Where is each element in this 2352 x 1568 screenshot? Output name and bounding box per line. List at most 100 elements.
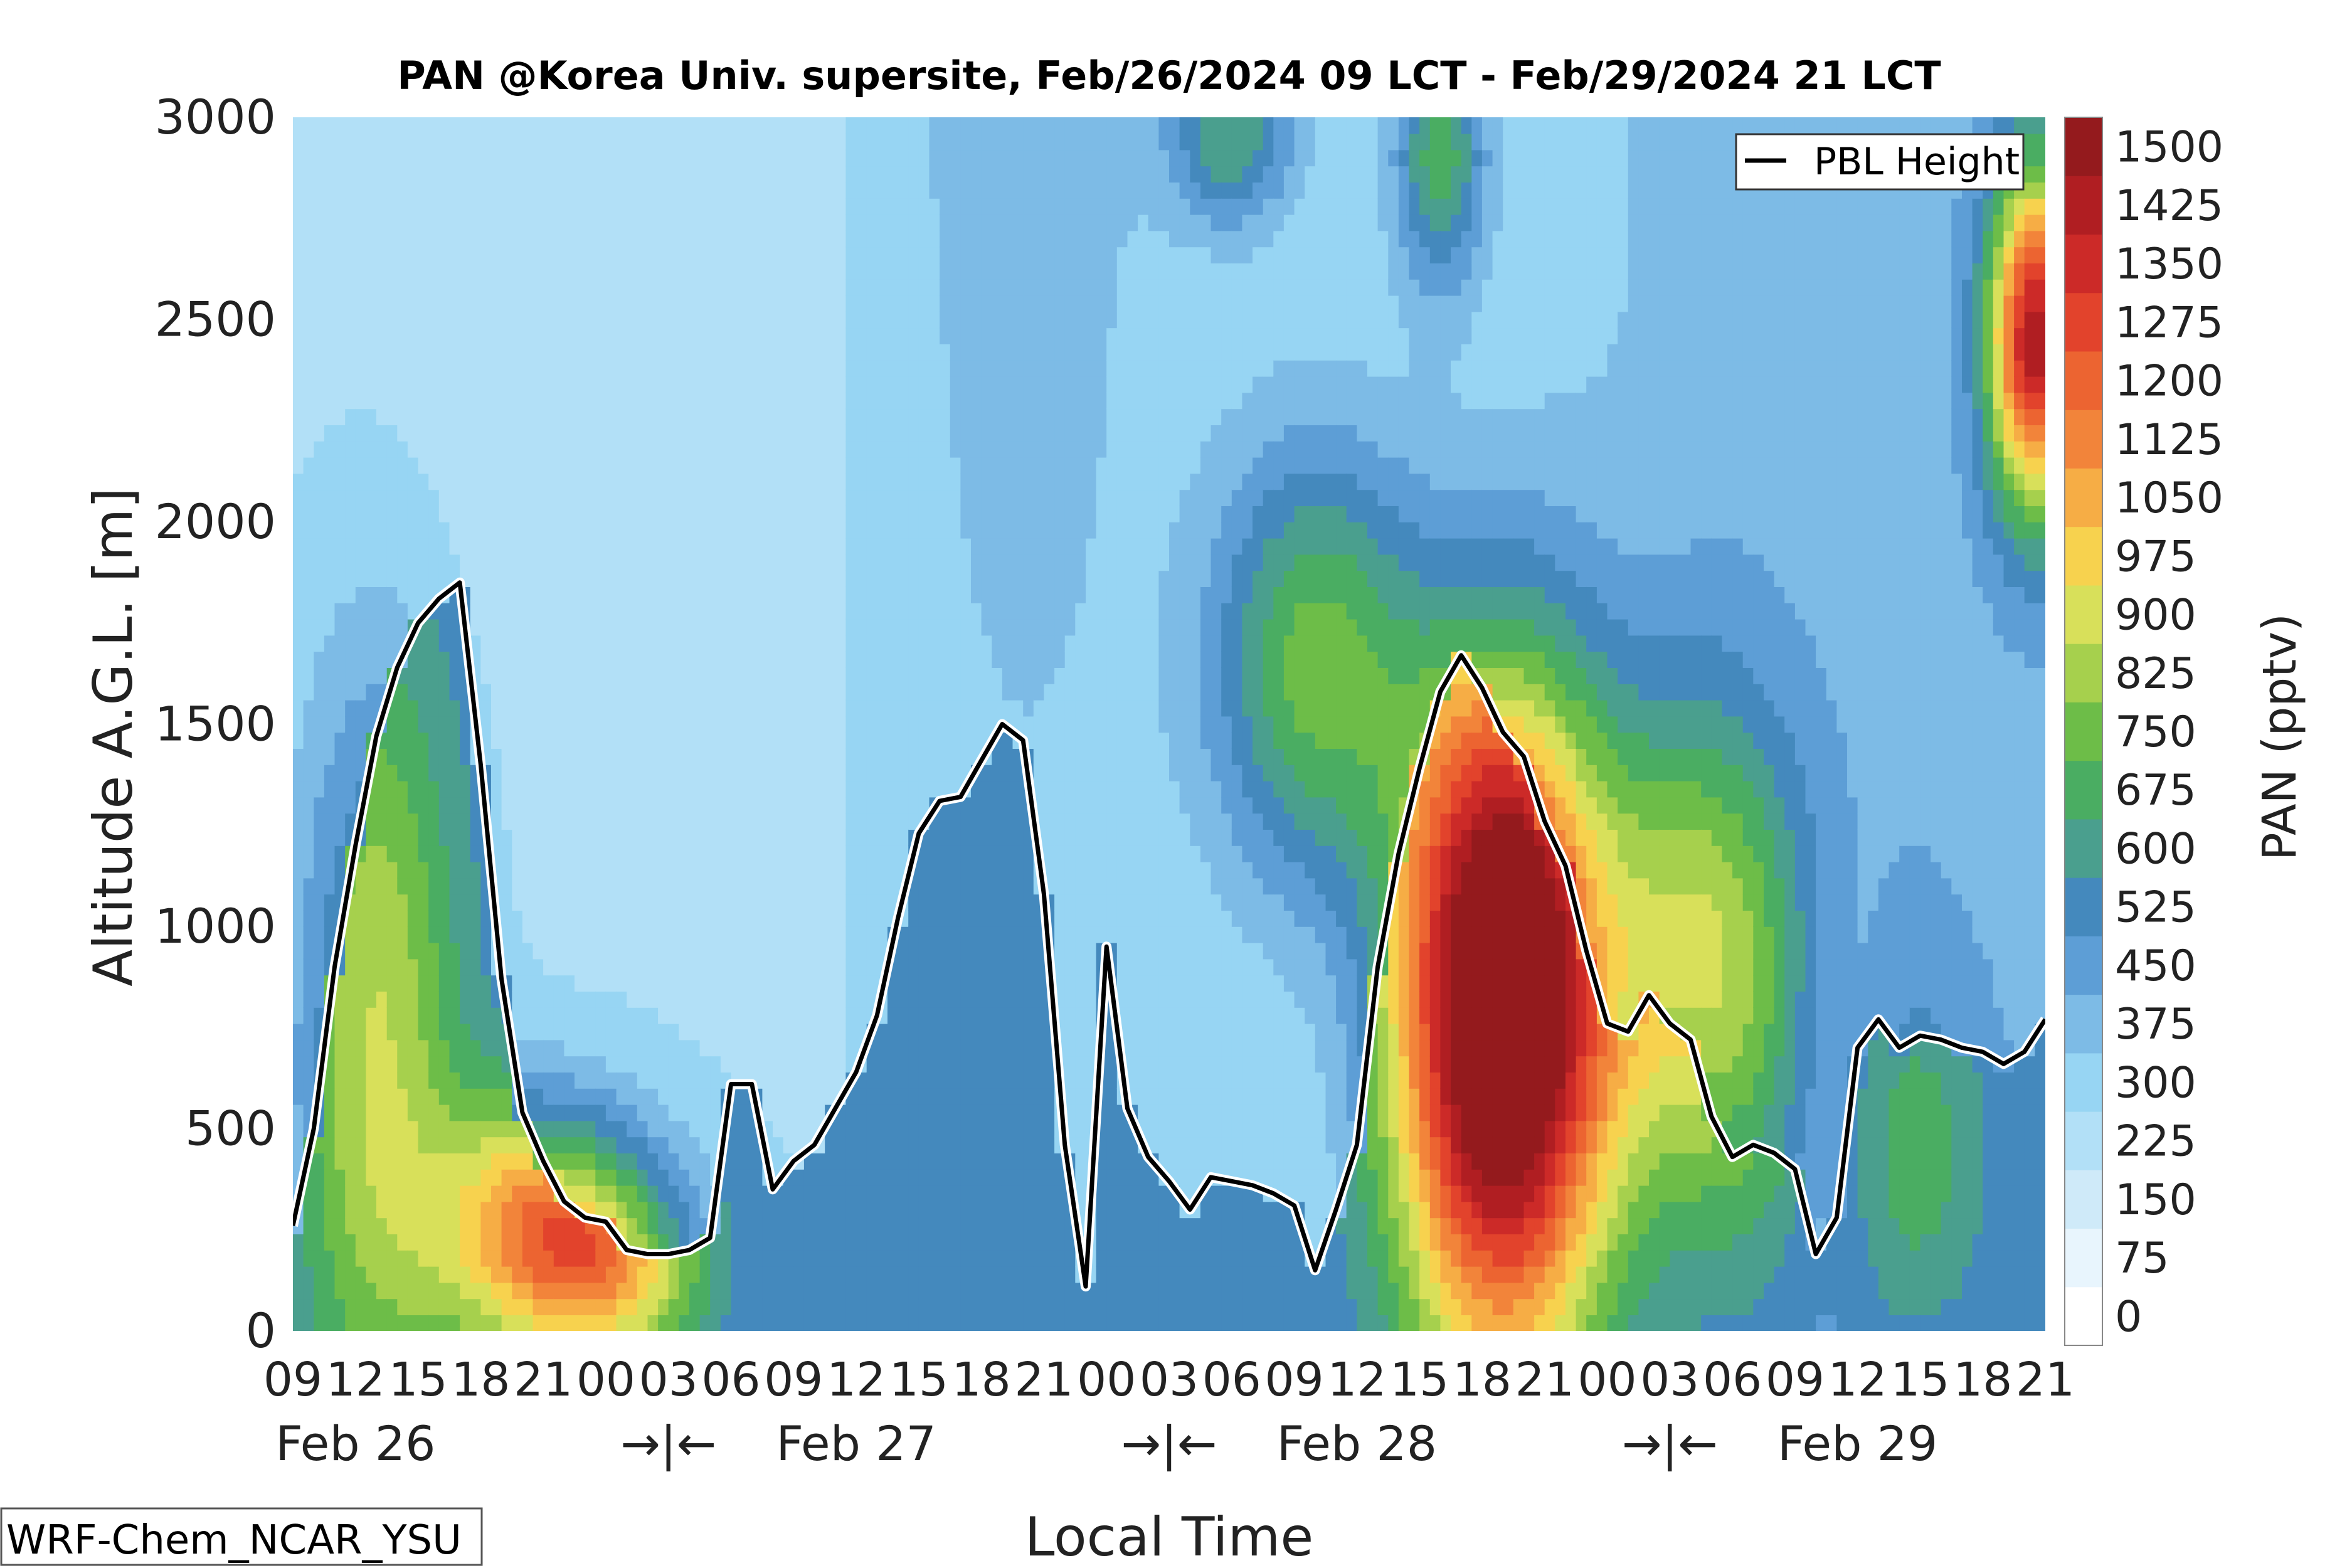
field-cell xyxy=(856,1136,867,1153)
field-cell xyxy=(627,618,638,636)
field-cell xyxy=(627,570,638,587)
field-cell xyxy=(293,699,304,717)
field-cell xyxy=(803,214,815,231)
field-cell xyxy=(835,1266,847,1283)
field-cell xyxy=(637,522,649,539)
field-cell xyxy=(845,586,857,603)
field-cell xyxy=(710,1007,721,1024)
field-cell xyxy=(345,1185,356,1202)
field-cell xyxy=(950,1088,961,1105)
field-cell xyxy=(898,1185,909,1202)
field-cell xyxy=(971,813,982,830)
field-cell xyxy=(616,538,627,555)
field-cell xyxy=(532,214,544,231)
field-cell xyxy=(981,780,992,798)
field-cell xyxy=(345,1282,356,1300)
field-cell xyxy=(543,684,554,701)
field-cell xyxy=(512,554,523,571)
field-cell xyxy=(803,732,815,749)
field-cell xyxy=(355,1315,367,1331)
field-cell xyxy=(898,425,909,442)
field-cell xyxy=(898,182,909,199)
field-cell xyxy=(845,457,857,474)
field-cell xyxy=(751,1250,763,1267)
field-cell xyxy=(293,182,304,199)
field-cell xyxy=(616,797,627,814)
field-cell xyxy=(751,894,763,911)
field-cell xyxy=(741,732,753,749)
field-cell xyxy=(532,618,544,636)
field-cell xyxy=(532,344,544,361)
field-cell xyxy=(470,554,482,571)
field-cell xyxy=(866,603,878,620)
field-cell xyxy=(438,1072,450,1089)
field-cell xyxy=(940,1153,951,1170)
field-cell xyxy=(720,344,732,361)
field-cell xyxy=(668,279,680,296)
field-cell xyxy=(960,667,972,684)
field-cell xyxy=(668,1104,680,1121)
field-cell xyxy=(334,635,346,652)
field-cell xyxy=(856,522,867,539)
field-cell xyxy=(929,829,940,846)
field-cell xyxy=(376,1282,388,1300)
field-cell xyxy=(438,829,450,846)
field-cell xyxy=(699,1023,711,1041)
field-cell xyxy=(366,699,377,717)
field-cell xyxy=(407,926,419,943)
field-cell xyxy=(522,716,534,733)
field-cell xyxy=(887,522,899,539)
field-cell xyxy=(856,311,867,329)
field-cell xyxy=(658,506,669,522)
field-cell xyxy=(762,425,773,442)
field-cell xyxy=(960,699,972,717)
field-cell xyxy=(751,344,763,361)
field-cell xyxy=(856,1266,867,1283)
field-cell xyxy=(460,198,471,215)
field-cell xyxy=(668,198,680,215)
field-cell xyxy=(522,780,534,798)
field-cell xyxy=(773,554,784,571)
field-cell xyxy=(679,360,690,377)
field-cell xyxy=(762,522,773,539)
field-cell xyxy=(407,489,419,506)
field-cell xyxy=(324,1234,336,1251)
field-cell xyxy=(314,246,325,263)
field-cell xyxy=(887,1282,899,1300)
field-cell xyxy=(898,441,909,458)
field-cell xyxy=(575,214,586,231)
field-cell xyxy=(386,1056,398,1073)
field-cell xyxy=(575,586,586,603)
field-cell xyxy=(783,344,795,361)
field-cell xyxy=(803,716,815,733)
field-cell xyxy=(803,667,815,684)
field-cell xyxy=(699,765,711,781)
field-cell xyxy=(428,538,440,555)
field-cell xyxy=(845,327,857,344)
field-cell xyxy=(376,1201,388,1219)
field-cell xyxy=(762,279,773,296)
field-cell xyxy=(418,522,429,539)
field-cell xyxy=(334,684,346,701)
field-cell xyxy=(971,829,982,846)
field-cell xyxy=(689,877,701,895)
field-cell xyxy=(585,311,596,329)
field-cell xyxy=(334,360,346,377)
field-cell xyxy=(877,748,888,765)
field-cell xyxy=(741,117,753,134)
field-cell xyxy=(480,1282,492,1300)
field-cell xyxy=(532,166,544,183)
field-cell xyxy=(731,246,742,263)
field-cell xyxy=(940,651,951,668)
field-cell xyxy=(293,765,304,781)
field-cell xyxy=(845,149,857,167)
field-cell xyxy=(512,958,523,976)
field-cell xyxy=(303,1023,314,1041)
field-cell xyxy=(553,554,565,571)
field-cell xyxy=(929,1136,940,1153)
field-cell xyxy=(397,489,408,506)
field-cell xyxy=(731,230,742,248)
field-cell xyxy=(731,376,742,393)
field-cell xyxy=(512,716,523,733)
field-cell xyxy=(491,149,502,167)
